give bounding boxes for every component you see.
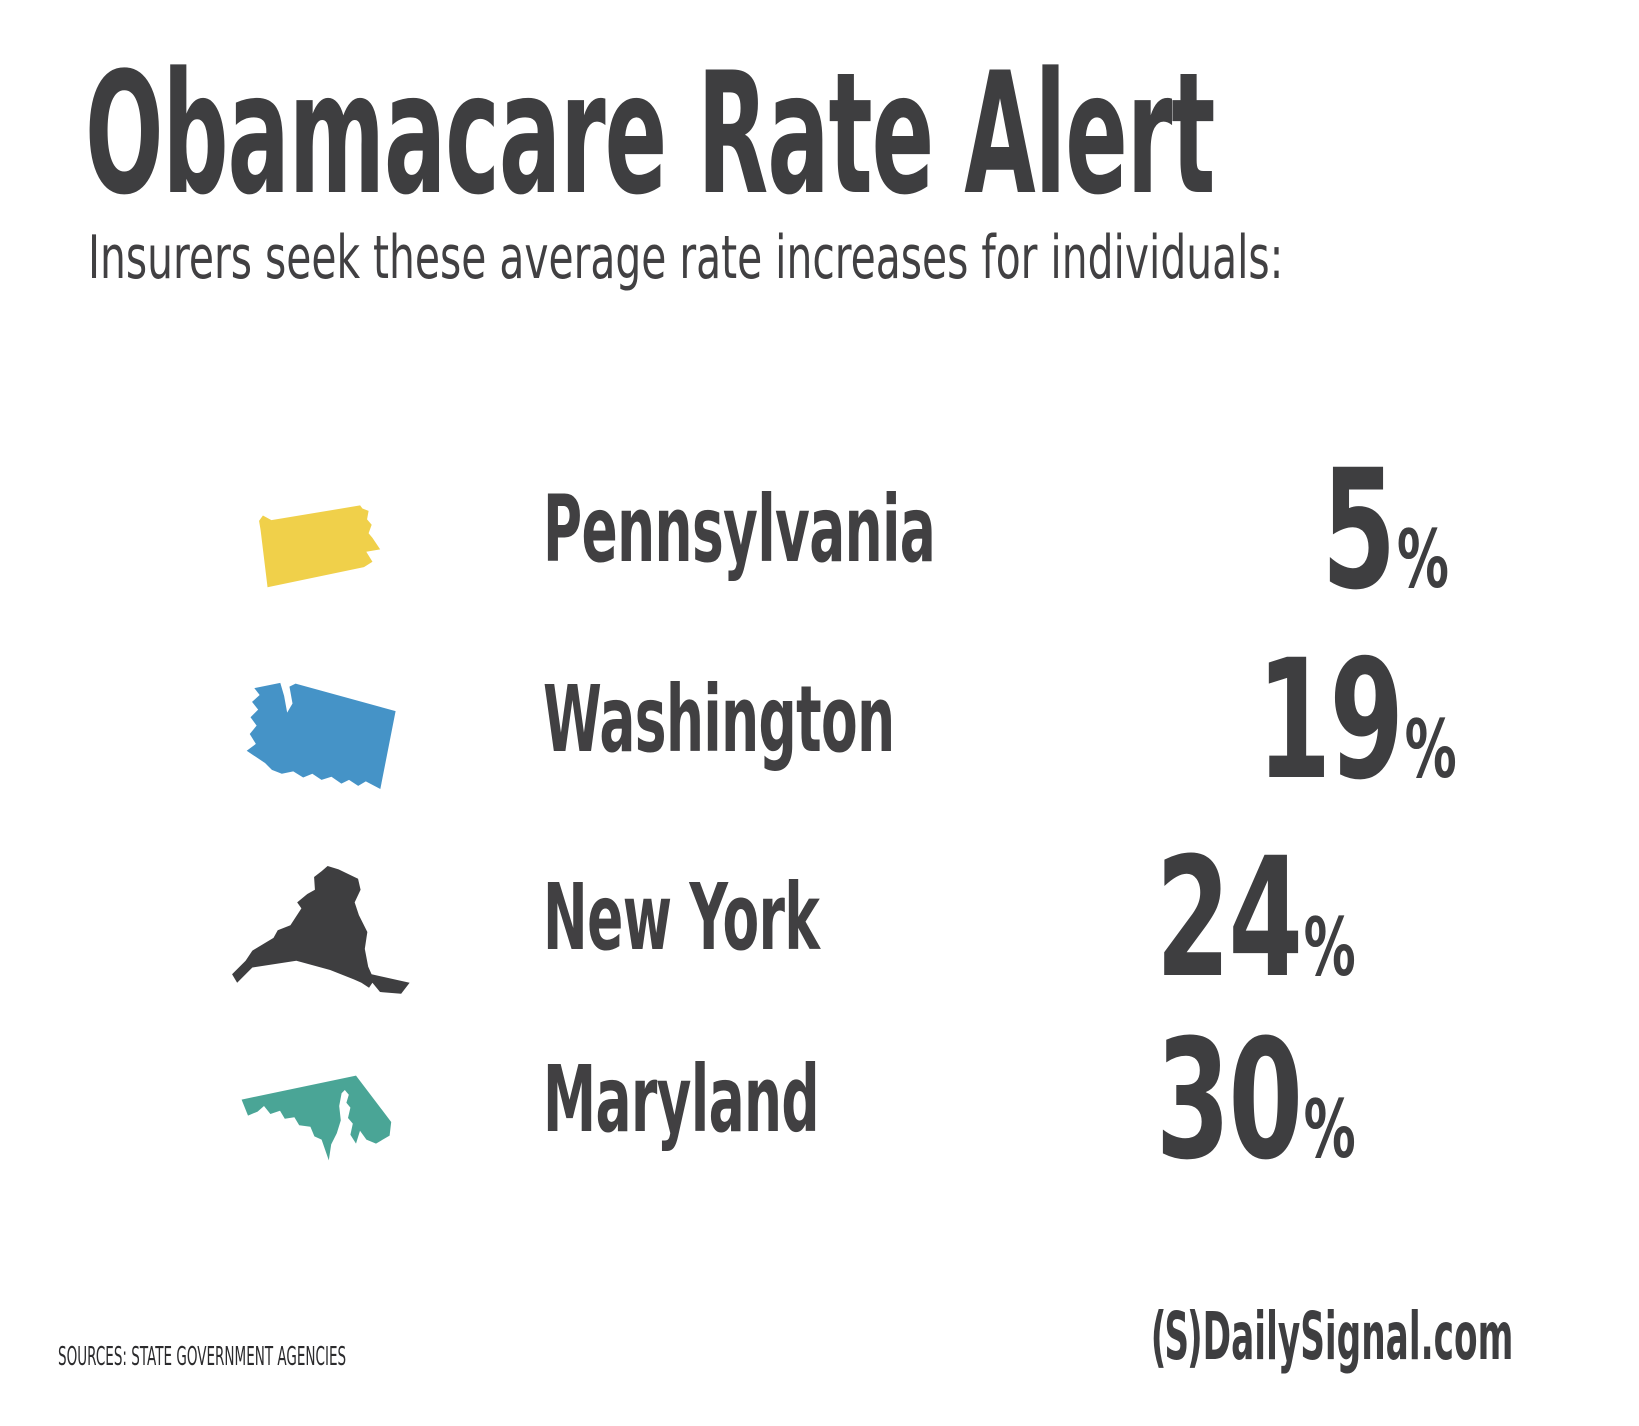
table-row: Washington 19 % (215, 625, 1457, 815)
state-name-cell: Washington (425, 674, 1149, 766)
rate-cell: 19 % (1149, 637, 1457, 803)
page-subtitle: Insurers seek these average rate increas… (88, 222, 1639, 294)
daily-signal-logo: (S) DailySignal.com (1150, 1298, 1513, 1375)
rate-cell: 5 % (1219, 433, 1450, 626)
table-row: Maryland 30 % (215, 1005, 1356, 1195)
state-rate-list: Pennsylvania 5 % Washington 19 (215, 435, 1457, 1195)
rate-number: 30 (1155, 1003, 1303, 1196)
state-name: Washington (543, 666, 895, 773)
pennsylvania-map-icon (215, 462, 425, 598)
state-name: Maryland (543, 1046, 820, 1153)
daily-signal-logo-mark: (S) (1150, 1298, 1202, 1375)
rate-number: 19 (1256, 623, 1404, 816)
rate-number: 24 (1155, 821, 1303, 1014)
washington-map-icon (215, 637, 425, 803)
new-york-map-icon (232, 866, 410, 994)
maryland-map-icon (241, 1075, 392, 1161)
sources-text: SOURCES: STATE GOVERNMENT AGENCIES (58, 1342, 347, 1372)
page-title: Obamacare Rate Alert (85, 36, 1639, 232)
daily-signal-logo-name: DailySignal.com (1202, 1298, 1513, 1375)
pennsylvania-map-icon (259, 505, 381, 588)
rate-value: 24 % (1155, 821, 1356, 1014)
washington-map-icon (246, 682, 396, 789)
page-subtitle-text: Insurers seek these average rate increas… (88, 223, 1284, 293)
brand-logo: (S) DailySignal.com (813, 1298, 1513, 1375)
new-york-map-icon (215, 815, 425, 1021)
percent-sign: % (1397, 512, 1450, 606)
sources-note: SOURCES: STATE GOVERNMENT AGENCIES (58, 1342, 612, 1372)
rate-value: 19 % (1256, 623, 1457, 816)
page-title-text: Obamacare Rate Alert (85, 36, 1215, 232)
state-name-cell: New York (425, 872, 1048, 964)
rate-cell: 30 % (1048, 1017, 1356, 1183)
rate-cell: 24 % (1048, 835, 1356, 1001)
state-name-cell: Maryland (425, 1054, 1048, 1146)
percent-sign: % (1404, 702, 1457, 796)
state-name: New York (543, 864, 820, 971)
table-row: Pennsylvania 5 % (215, 435, 1449, 625)
percent-sign: % (1303, 1082, 1356, 1176)
table-row: New York 24 % (215, 815, 1356, 1005)
percent-sign: % (1303, 900, 1356, 994)
rate-number: 5 (1321, 433, 1397, 626)
rate-value: 5 % (1321, 433, 1450, 626)
state-name: Pennsylvania (543, 476, 936, 583)
state-name-cell: Pennsylvania (425, 484, 1219, 576)
rate-value: 30 % (1155, 1003, 1356, 1196)
maryland-map-icon (215, 1022, 425, 1178)
